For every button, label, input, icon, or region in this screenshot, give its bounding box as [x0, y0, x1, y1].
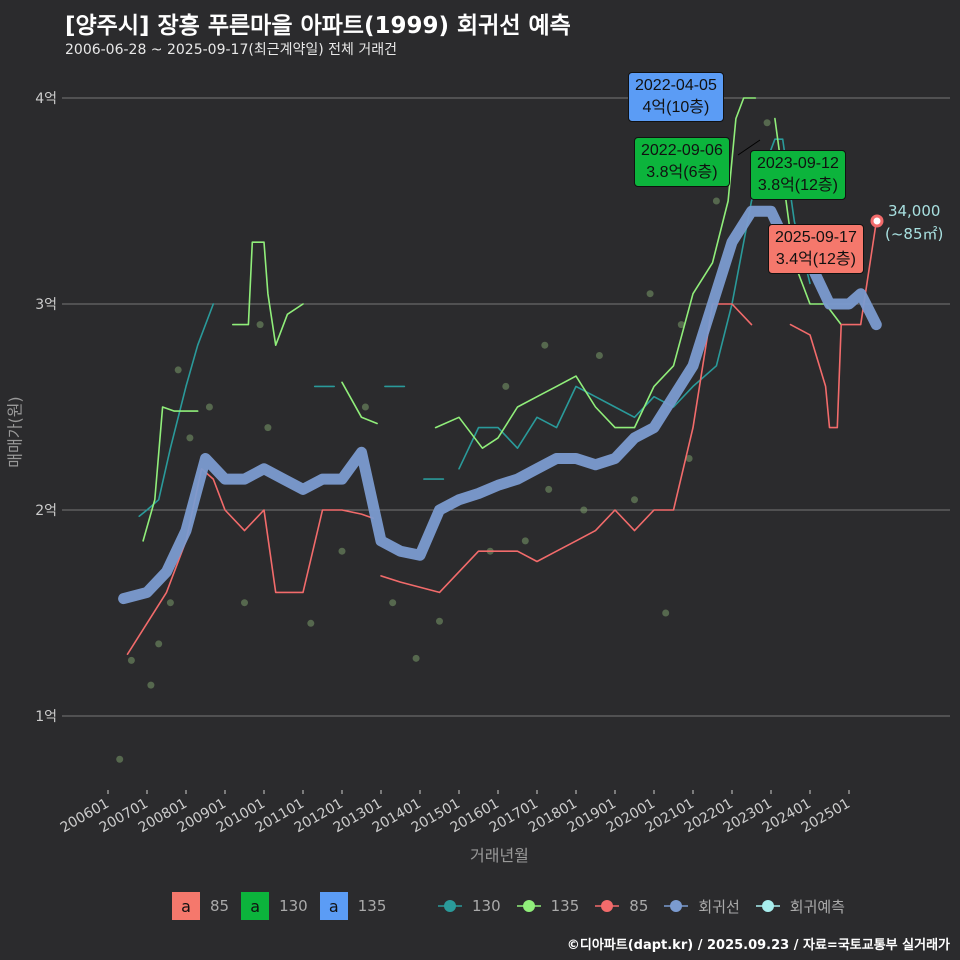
scatter-point	[205, 403, 213, 411]
endpoint-value: 34,000	[887, 202, 941, 220]
annotation-max-130-b: 2023-09-12 3.8억(12층)	[750, 150, 846, 200]
scatter-point	[712, 197, 720, 205]
annotation-value: 3.8억(6층)	[646, 164, 718, 181]
y-tick-label: 1억	[35, 709, 57, 725]
scatter-point	[361, 403, 369, 411]
scatter-point	[580, 506, 588, 514]
y-tick-label: 2억	[35, 503, 57, 519]
scatter-point	[389, 599, 397, 607]
y-axis-label: 매매가(원)	[5, 396, 25, 468]
y-tick-label: 3억	[35, 297, 57, 313]
scatter-point	[166, 599, 174, 607]
scatter-point	[116, 755, 124, 763]
scatter-point	[545, 485, 553, 493]
scatter-point	[174, 366, 182, 374]
legend-line-icon	[595, 900, 620, 912]
legend-line-icon	[755, 900, 780, 912]
annotation-value: 4억(10층)	[642, 99, 710, 116]
legend-label: 130	[279, 897, 308, 915]
legend-label: 85	[629, 897, 649, 915]
annotation-value: 3.4억(12층)	[775, 251, 856, 268]
legend-item: 130	[436, 897, 501, 915]
endpoint-marker	[870, 214, 884, 228]
legend-item: 135	[515, 897, 580, 915]
annotation-date: 2023-09-12	[757, 155, 839, 172]
legend-line-icon	[438, 900, 462, 912]
annotation-max-130-a: 2022-09-06 3.8억(6층)	[634, 137, 730, 187]
annotation-date: 2022-09-06	[641, 142, 723, 159]
legend-line-group: 130 135 85 회귀선 회귀예측	[436, 892, 859, 920]
scatter-point	[595, 352, 603, 359]
footer-credit: ©디아파트(dapt.kr) / 2025.09.23 / 자료=국토교통부 실…	[566, 938, 950, 953]
legend-label: 회귀선	[698, 897, 740, 916]
x-axis-label: 거래년월	[470, 846, 529, 865]
series-line-85	[126, 220, 878, 655]
scatter-point	[147, 681, 155, 689]
series-line-135	[142, 97, 842, 542]
annotation-latest-85: 2025-09-17 3.4억(12층)	[768, 224, 864, 274]
legend-label: 회귀예측	[789, 897, 845, 916]
scatter-point	[685, 455, 693, 462]
chart-title: [양주시] 장흥 푸른마을 아파트(1999) 회귀선 예측	[65, 13, 571, 39]
scatter-point	[264, 424, 272, 432]
annotation-leader	[737, 139, 761, 156]
scatter-point	[338, 547, 346, 555]
legend-item: 회귀예측	[754, 896, 845, 917]
endpoint-label: 34,000 (~85㎡)	[885, 200, 943, 246]
scatter-point	[502, 382, 510, 390]
legend-swatch-130: a	[241, 892, 270, 920]
series-line-regression	[118, 205, 882, 605]
scatter-point	[155, 640, 163, 648]
annotation-max-135: 2022-04-05 4억(10층)	[628, 72, 724, 122]
scatter-point	[241, 599, 248, 607]
legend-box-group: a 85 a 130 a 135	[172, 892, 386, 920]
annotation-value: 3.8억(12층)	[757, 177, 838, 194]
legend-line-icon	[516, 900, 541, 912]
annotation-date: 2025-09-17	[775, 229, 857, 246]
y-tick-label: 4억	[35, 91, 57, 107]
chart-subtitle: 2006-06-28 ~ 2025-09-17(최근계약일) 전체 거래건	[65, 42, 397, 58]
endpoint-area: (~85㎡)	[885, 225, 944, 243]
scatter-point	[763, 119, 771, 127]
scatter-point	[521, 537, 529, 545]
scatter-point	[662, 609, 670, 617]
legend-label: 135	[550, 897, 580, 915]
legend-swatch-85: a	[172, 892, 200, 920]
legend-swatch-135: a	[319, 892, 348, 920]
scatter-point	[127, 656, 135, 664]
scatter-point	[631, 496, 638, 504]
annotation-date: 2022-04-05	[635, 77, 717, 94]
legend-label: 135	[357, 897, 387, 915]
scatter-point	[436, 617, 443, 625]
legend-item: 85	[593, 897, 648, 915]
legend-item: 회귀선	[662, 896, 740, 917]
scatter-point	[646, 290, 654, 298]
scatter-point	[677, 321, 685, 329]
series-line-130	[138, 138, 811, 517]
scatter-point	[256, 321, 264, 329]
legend-label: 85	[210, 897, 230, 915]
scatter-point	[186, 434, 194, 442]
scatter-point	[541, 341, 549, 349]
legend-label: 130	[472, 897, 501, 915]
scatter-point	[412, 654, 420, 662]
legend-line-icon	[664, 900, 689, 912]
scatter-point	[307, 619, 315, 627]
